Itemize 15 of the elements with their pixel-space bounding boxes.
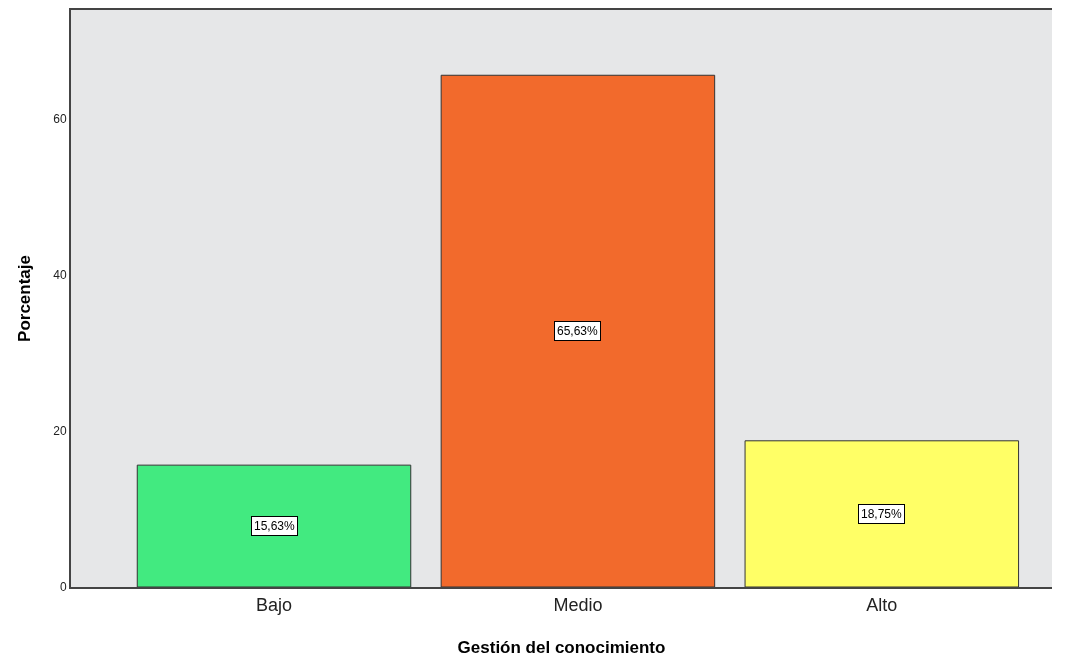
y-axis-title: Porcentaje [15,255,35,342]
data-label: 18,75% [861,507,903,521]
bar [136,464,412,587]
bar [440,74,716,587]
y-tick-label: 60 [53,112,67,127]
y-tick-label: 0 [59,580,67,595]
bar [744,440,1020,587]
y-tick-label: 20 [53,424,67,439]
x-tick-label: Bajo [255,594,293,615]
x-axis-title: Gestión del conocimiento [457,638,666,658]
data-label: 15,63% [254,519,296,533]
x-tick-label: Alto [866,594,898,615]
x-tick-label: Medio [553,594,603,615]
data-label: 65,63% [557,324,599,338]
y-tick-label: 40 [53,268,67,283]
